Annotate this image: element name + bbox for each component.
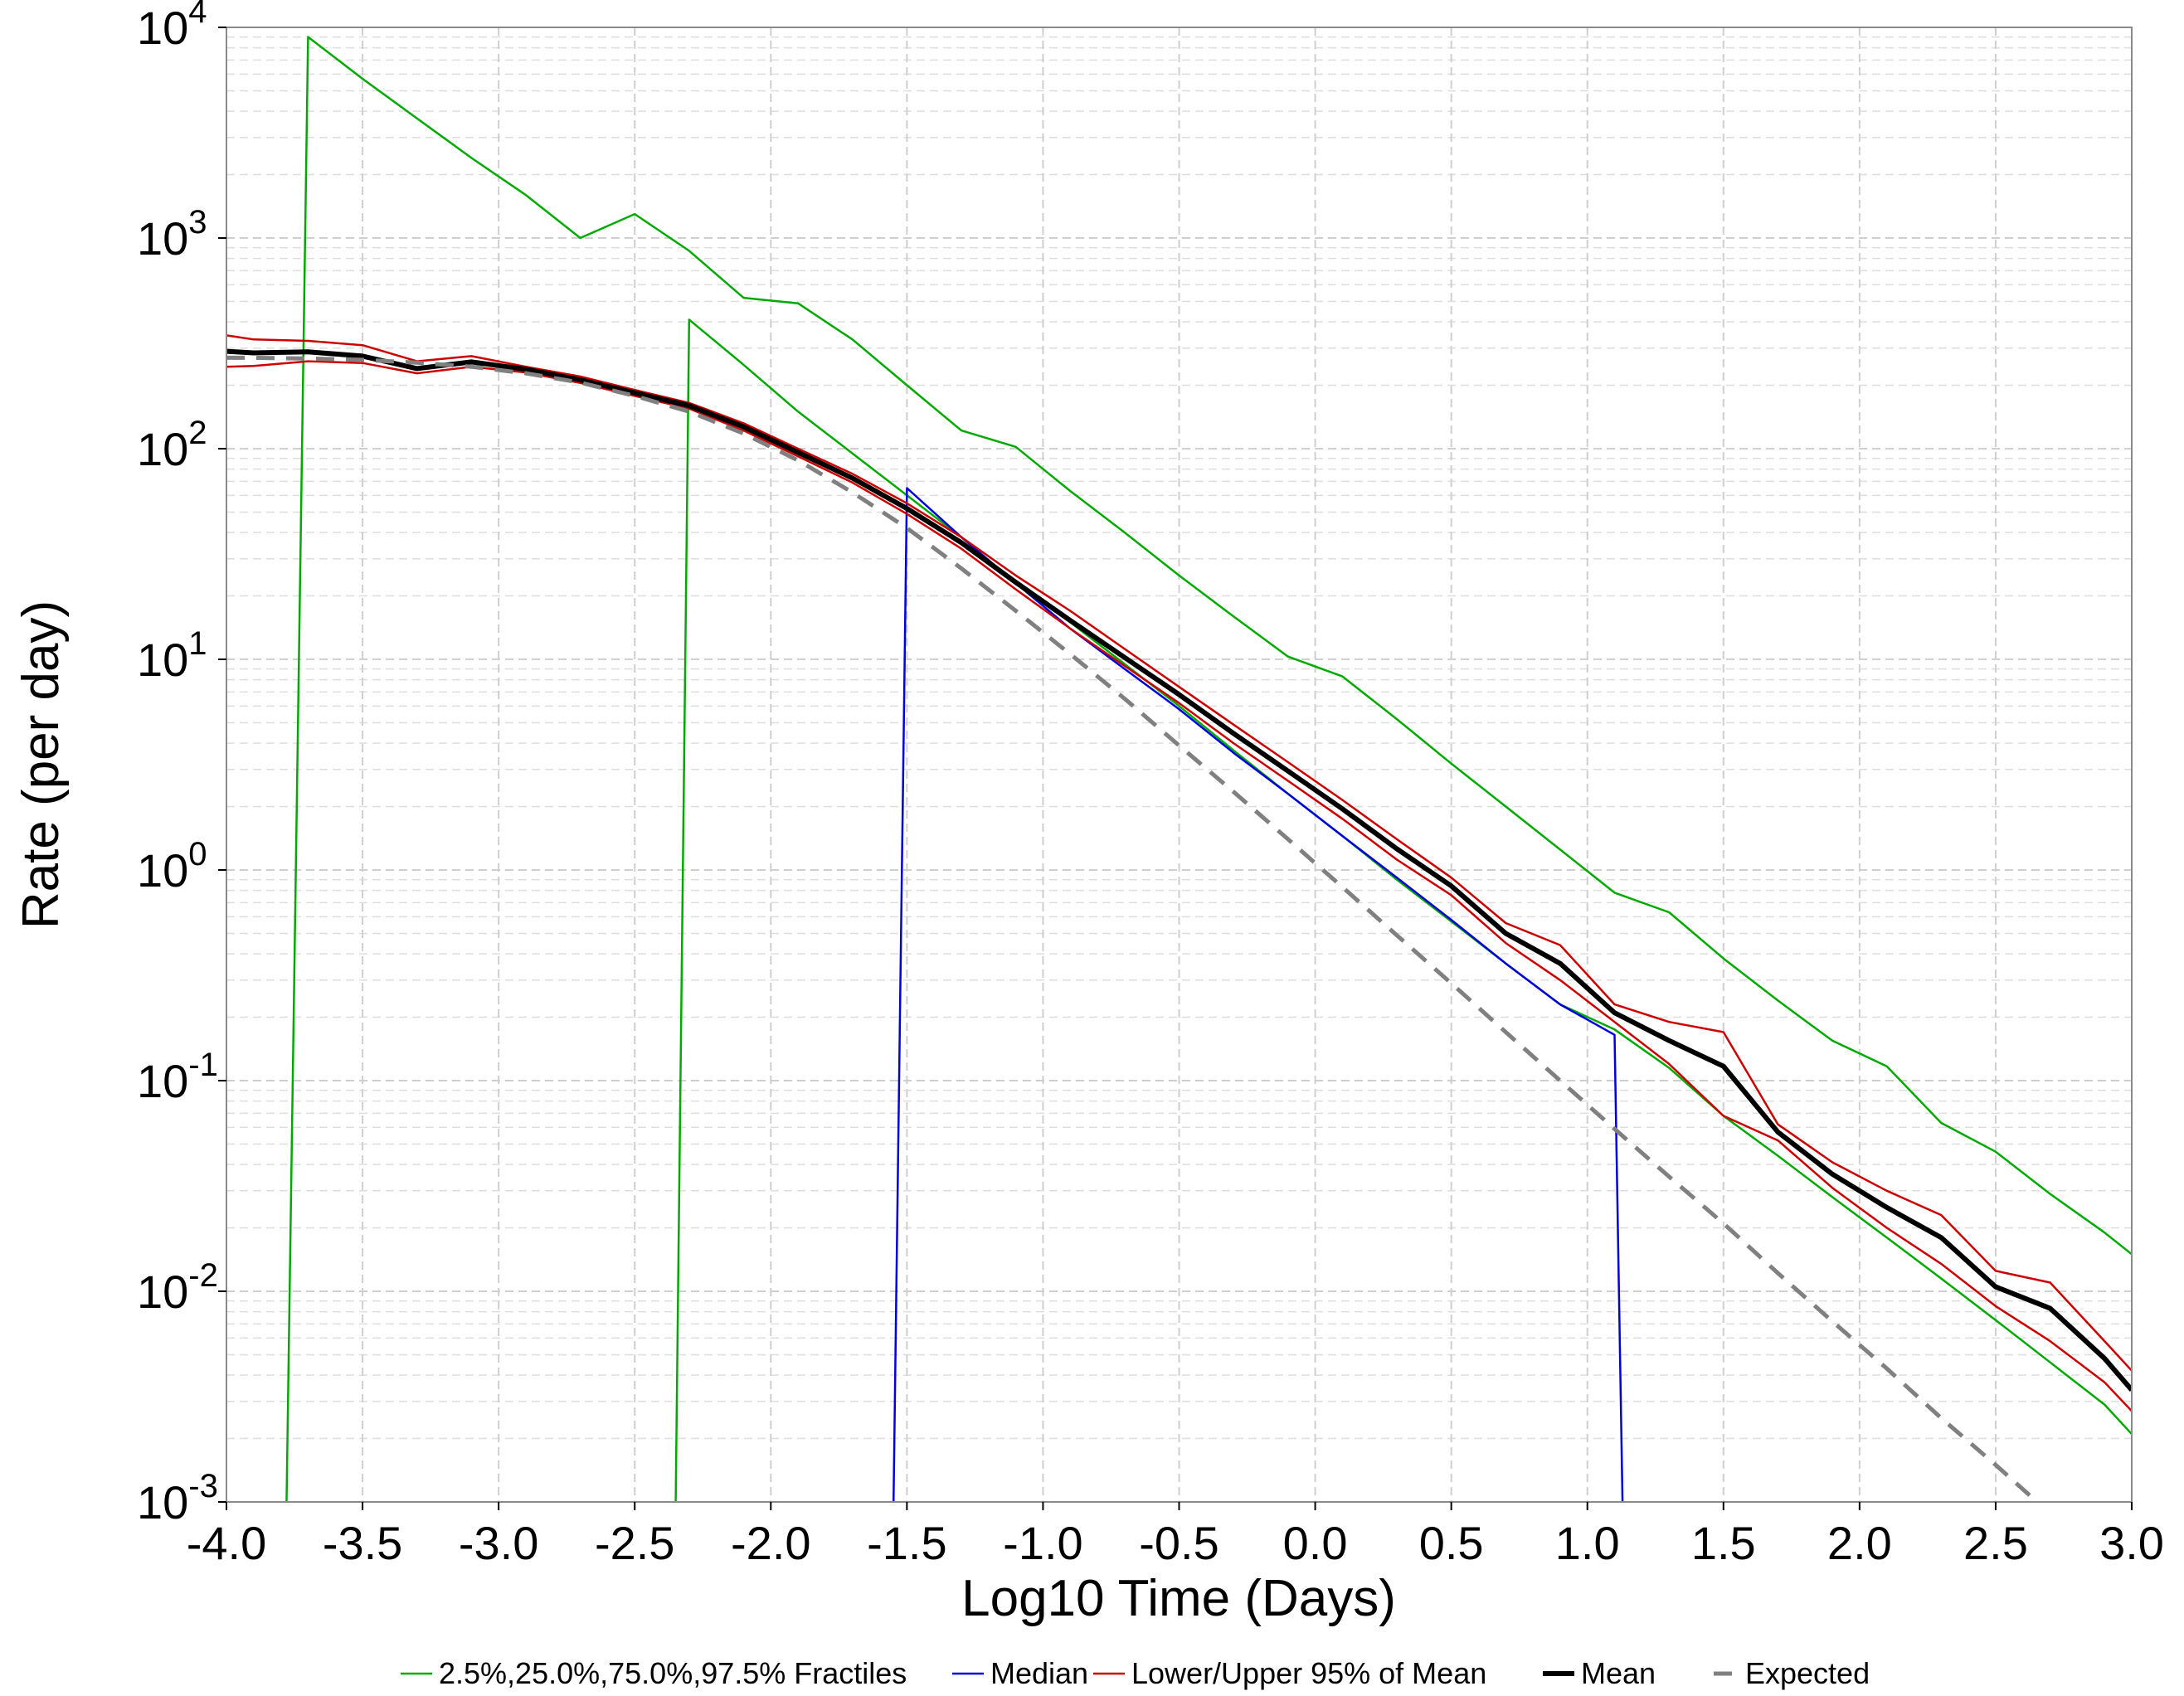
x-tick-label: 0.5 bbox=[1419, 1517, 1484, 1569]
x-tick-label: 1.0 bbox=[1555, 1517, 1620, 1569]
series-line-expected bbox=[226, 355, 2041, 1502]
legend: 2.5%,25.0%,75.0%,97.5% Fractiles Median Lo… bbox=[401, 1656, 1870, 1690]
x-tick-label: -0.5 bbox=[1139, 1517, 1219, 1569]
series-line-fractiles bbox=[674, 318, 2132, 1502]
x-tick-label: -3.5 bbox=[323, 1517, 403, 1569]
series-layer bbox=[226, 36, 2132, 1502]
legend-label: Mean bbox=[1581, 1656, 1656, 1690]
x-axis-title: Log10 Time (Days) bbox=[961, 1570, 1396, 1627]
x-tick-label: 1.5 bbox=[1691, 1517, 1756, 1569]
y-axis-title: Rate (per day) bbox=[12, 600, 70, 929]
x-axis-ticks: -4.0 -3.5 -3.0 -2.5 -2.0 -1.5 -1.0 -0.5 0.0 0.5 1.… bbox=[187, 1502, 2164, 1569]
x-tick-label: 2.5 bbox=[1963, 1517, 2028, 1569]
legend-label: 2.5%,25.0%,75.0%,97.5% Fractiles bbox=[439, 1656, 907, 1690]
legend-label: Lower/Upper 95% of Mean bbox=[1131, 1656, 1486, 1690]
x-tick-label: 0.0 bbox=[1283, 1517, 1348, 1569]
grid bbox=[226, 27, 2133, 1503]
x-tick-label: -4.0 bbox=[187, 1517, 267, 1569]
y-axis-ticks: 10-3 10-2 10-1 100 101 102 103 104 bbox=[137, 0, 226, 1528]
x-tick-label: -3.0 bbox=[459, 1517, 539, 1569]
y-tick-label: 103 bbox=[137, 204, 207, 265]
y-tick-label: 10-3 bbox=[137, 1468, 218, 1528]
x-tick-label: -2.0 bbox=[731, 1517, 811, 1569]
x-tick-label: -1.5 bbox=[867, 1517, 947, 1569]
legend-label: Expected bbox=[1745, 1656, 1870, 1690]
y-tick-label: 100 bbox=[137, 836, 207, 897]
y-tick-label: 104 bbox=[137, 0, 207, 54]
x-tick-label: 3.0 bbox=[2099, 1517, 2164, 1569]
series-line-fractiles bbox=[285, 36, 2132, 1502]
y-tick-label: 10-1 bbox=[137, 1047, 218, 1107]
x-tick-label: -1.0 bbox=[1003, 1517, 1083, 1569]
x-tick-label: -2.5 bbox=[595, 1517, 675, 1569]
x-tick-label: 2.0 bbox=[1827, 1517, 1892, 1569]
y-tick-label: 102 bbox=[137, 415, 207, 475]
y-tick-label: 10-2 bbox=[137, 1257, 218, 1318]
series-line-mean bbox=[226, 348, 2132, 1392]
series-line-ci bbox=[226, 334, 2132, 1372]
legend-label: Median bbox=[990, 1656, 1088, 1690]
y-tick-label: 101 bbox=[137, 625, 207, 686]
